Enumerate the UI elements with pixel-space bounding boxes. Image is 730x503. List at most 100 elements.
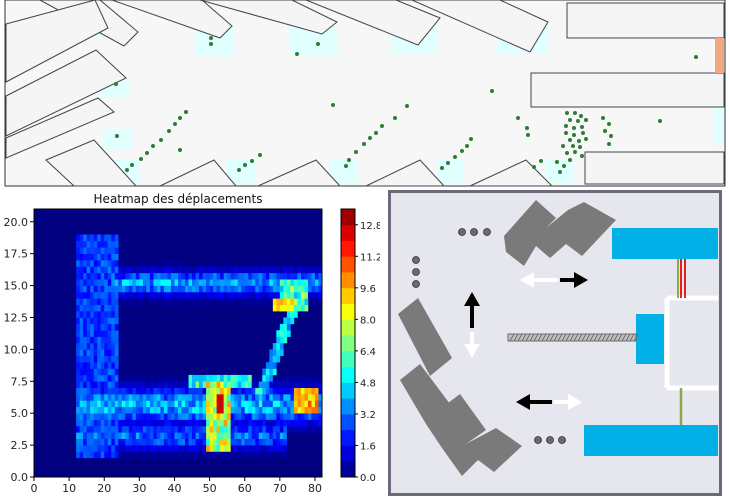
person — [412, 256, 420, 264]
heatmap-cell — [241, 279, 246, 286]
heatmap-cell — [93, 425, 98, 433]
heatmap-cell — [83, 247, 87, 254]
heatmap-cell — [192, 279, 196, 286]
heatmap-cell — [181, 406, 186, 414]
heatmap-cell — [100, 285, 105, 293]
heatmap-cell — [121, 266, 126, 274]
heatmap-cell — [209, 272, 214, 280]
agent-point — [354, 150, 358, 154]
heatmap-cell — [114, 374, 119, 382]
heatmap-cell — [223, 260, 228, 267]
heatmap-cell — [251, 438, 256, 446]
heatmap-cell — [272, 374, 277, 382]
colorbar-tick-label: 3.2 — [360, 410, 376, 421]
heatmap-cell — [223, 394, 228, 401]
heatmap-cell — [170, 291, 175, 299]
heatmap-cell — [170, 438, 175, 446]
heatmap-cell — [160, 387, 165, 395]
heatmap-cell — [79, 279, 84, 286]
heatmap-cell — [213, 285, 217, 293]
heatmap-cell — [199, 394, 203, 401]
agent-point — [607, 122, 611, 126]
heatmap-cell — [293, 272, 298, 280]
y-tick-label: 17.5 — [4, 248, 29, 261]
heatmap-cell — [290, 374, 295, 382]
agent-point — [209, 42, 213, 46]
heatmap-cell — [293, 413, 298, 420]
heatmap-cell — [195, 266, 200, 274]
heatmap-cell — [107, 266, 112, 274]
heatmap-cell — [153, 394, 158, 401]
heatmap-cell — [149, 400, 154, 408]
heatmap-cell — [114, 355, 119, 363]
heatmap-cell — [121, 413, 126, 420]
heatmap-cell — [318, 279, 323, 286]
heatmap-cell — [290, 266, 295, 274]
heatmap-cell — [269, 451, 274, 459]
heatmap-cell — [146, 406, 151, 414]
heatmap-cell — [192, 438, 196, 446]
heatmap-cell — [269, 374, 274, 382]
heatmap-cell — [107, 400, 112, 408]
heatmap-cell — [132, 445, 137, 452]
heatmap-cell — [90, 298, 95, 306]
agent-point — [568, 158, 572, 162]
heatmap-cell — [244, 445, 249, 452]
heatmap-cell — [188, 291, 193, 299]
heatmap-cell — [241, 387, 246, 395]
heatmap-cell — [83, 445, 87, 452]
heatmap-cell — [79, 247, 84, 254]
heatmap-cell — [248, 387, 253, 395]
heatmap-cell — [86, 413, 91, 420]
heatmap-cell — [128, 400, 133, 408]
hatch-line — [589, 333, 595, 342]
heatmap-cell — [262, 445, 267, 452]
heatmap-cell — [153, 445, 158, 452]
heatmap-cell — [279, 279, 284, 286]
heatmap-cell — [304, 304, 309, 312]
heatmap-cell — [132, 432, 137, 440]
heatmap-cell — [220, 400, 224, 408]
heatmap-cell — [93, 445, 98, 452]
heatmap-cell — [185, 419, 189, 427]
heatmap-cell — [276, 260, 281, 267]
heatmap-cell — [307, 279, 312, 286]
heatmap-cell — [79, 323, 84, 331]
heatmap-cell — [272, 394, 277, 401]
heatmap-cell — [128, 279, 133, 286]
heatmap-cell — [216, 451, 221, 459]
heatmap-cell — [100, 445, 105, 452]
heatmap-cell — [100, 406, 105, 414]
heatmap-cell — [86, 355, 91, 363]
heatmap-cell — [213, 291, 217, 299]
heatmap-cell — [265, 400, 270, 408]
heatmap-cell — [272, 355, 277, 363]
heatmap-cell — [209, 445, 214, 452]
heatmap-cell — [79, 343, 84, 350]
heatmap-cell — [307, 266, 312, 274]
heatmap-cell — [286, 413, 291, 420]
heatmap-cell — [188, 419, 193, 427]
agent-point — [173, 122, 177, 126]
heatmap-cell — [199, 285, 203, 293]
heatmap-cell — [269, 425, 274, 433]
heatmap-cell — [83, 451, 87, 459]
heatmap-cell — [104, 368, 109, 376]
heatmap-cell — [114, 279, 119, 286]
heatmap-cell — [153, 387, 158, 395]
door — [612, 228, 718, 259]
heatmap-cell — [86, 362, 91, 369]
colorbar-band — [341, 209, 355, 226]
heatmap-cell — [307, 387, 312, 395]
heatmap-cell — [181, 266, 186, 274]
x-tick-label: 80 — [308, 482, 322, 495]
heatmap-cell — [163, 445, 168, 452]
heatmap-cell — [163, 438, 168, 446]
heatmap-cell — [111, 240, 116, 248]
heatmap-cell — [93, 394, 98, 401]
heatmap-cell — [111, 432, 116, 440]
heatmap-cell — [220, 413, 224, 420]
x-tick-label: 60 — [238, 482, 252, 495]
heatmap-cell — [318, 394, 323, 401]
heatmap-cell — [290, 400, 295, 408]
